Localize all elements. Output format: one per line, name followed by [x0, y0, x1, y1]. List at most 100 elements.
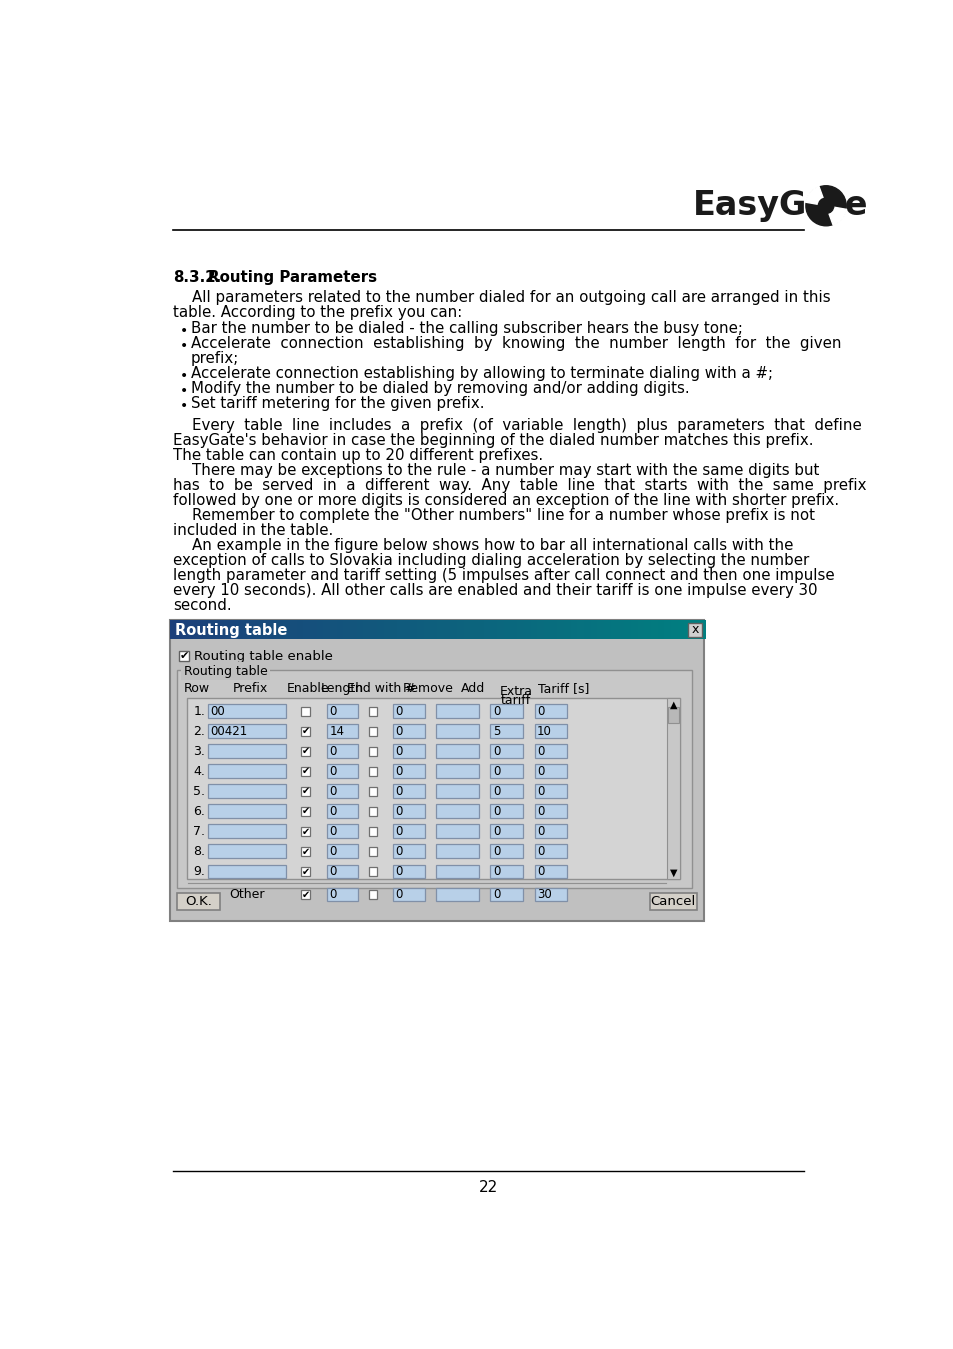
Bar [327, 704, 357, 718]
Bar [196, 621, 204, 639]
Text: End with #: End with # [347, 683, 416, 696]
Bar [393, 745, 425, 758]
Bar [170, 621, 177, 639]
Bar [490, 704, 522, 718]
Bar [470, 621, 477, 639]
Text: EasyGate's behavior in case the beginning of the dialed number matches this pref: EasyGate's behavior in case the beginnin… [173, 433, 813, 448]
Text: second.: second. [173, 598, 232, 612]
Bar [393, 844, 425, 858]
Text: O.K.: O.K. [185, 894, 212, 908]
Text: length parameter and tariff setting (5 impulses after call connect and then one : length parameter and tariff setting (5 i… [173, 568, 834, 583]
Bar [390, 621, 397, 639]
Bar [356, 621, 364, 639]
Text: An example in the figure below shows how to bar all international calls with the: An example in the figure below shows how… [173, 538, 793, 553]
Text: •: • [179, 339, 188, 352]
Text: ✔: ✔ [301, 827, 310, 836]
Text: Other: Other [229, 888, 265, 901]
Text: ✔: ✔ [301, 746, 310, 757]
Bar [663, 621, 672, 639]
Bar [350, 621, 357, 639]
Bar [570, 621, 578, 639]
Bar [666, 699, 679, 880]
Text: 0: 0 [329, 888, 336, 901]
Bar [208, 804, 286, 819]
Bar [577, 621, 584, 639]
Text: 0: 0 [537, 824, 544, 838]
Text: 0: 0 [329, 844, 336, 858]
Text: Routing table enable: Routing table enable [193, 650, 333, 664]
Text: 0: 0 [537, 805, 544, 817]
Bar [523, 621, 531, 639]
Bar [643, 621, 652, 639]
Bar [534, 888, 567, 901]
Bar [210, 621, 217, 639]
Bar [296, 621, 304, 639]
Bar [490, 804, 522, 819]
Text: 30: 30 [537, 888, 551, 901]
Text: 0: 0 [395, 785, 402, 797]
Bar [416, 621, 424, 639]
Bar [534, 765, 567, 778]
Bar [490, 745, 522, 758]
Text: 0: 0 [493, 704, 499, 718]
Bar [363, 621, 371, 639]
Bar [396, 621, 404, 639]
Bar [393, 704, 425, 718]
Bar [327, 824, 357, 838]
Text: •: • [179, 399, 188, 413]
Bar [230, 621, 237, 639]
Bar [327, 724, 357, 738]
Text: Prefix: Prefix [233, 683, 268, 696]
Bar [637, 621, 644, 639]
Text: Row: Row [184, 683, 210, 696]
Bar [683, 621, 692, 639]
Bar [336, 621, 344, 639]
Text: Cancel: Cancel [650, 894, 696, 908]
Bar [423, 621, 431, 639]
Bar [557, 621, 564, 639]
Text: Accelerate  connection  establishing  by  knowing  the  number  length  for  the: Accelerate connection establishing by kn… [191, 336, 841, 351]
Text: 0: 0 [329, 704, 336, 718]
Bar [177, 670, 691, 889]
Text: ✔: ✔ [301, 726, 310, 737]
Bar [670, 621, 679, 639]
Text: Enable: Enable [286, 683, 329, 696]
Bar [697, 621, 705, 639]
Bar [179, 652, 189, 661]
Bar [393, 865, 425, 878]
Bar [327, 865, 357, 878]
Bar [436, 824, 478, 838]
Text: All parameters related to the number dialed for an outgoing call are arranged in: All parameters related to the number dia… [173, 290, 830, 305]
Bar [369, 807, 377, 816]
Bar [393, 888, 425, 901]
Bar [403, 621, 411, 639]
Text: 0: 0 [537, 865, 544, 878]
Bar [436, 888, 478, 901]
Bar [301, 786, 310, 796]
Text: 0: 0 [395, 865, 402, 878]
Text: 00: 00 [211, 704, 225, 718]
Bar [369, 747, 377, 755]
Text: 0: 0 [395, 888, 402, 901]
Bar [183, 621, 191, 639]
Text: Routing table: Routing table [174, 623, 287, 638]
Text: The table can contain up to 20 different prefixes.: The table can contain up to 20 different… [173, 448, 543, 463]
Text: 14: 14 [329, 724, 344, 738]
Bar [543, 621, 551, 639]
Bar [330, 621, 337, 639]
Bar [490, 844, 522, 858]
Text: 0: 0 [537, 745, 544, 758]
Bar [503, 621, 511, 639]
Text: 0: 0 [395, 824, 402, 838]
Bar [534, 745, 567, 758]
Bar [316, 621, 324, 639]
Bar [301, 827, 310, 835]
Bar [177, 893, 220, 911]
Bar [263, 621, 271, 639]
Bar [369, 847, 377, 855]
Bar [534, 724, 567, 738]
Text: 00421: 00421 [211, 724, 248, 738]
Bar [537, 621, 544, 639]
Text: ✔: ✔ [301, 846, 310, 857]
Text: 0: 0 [537, 785, 544, 797]
